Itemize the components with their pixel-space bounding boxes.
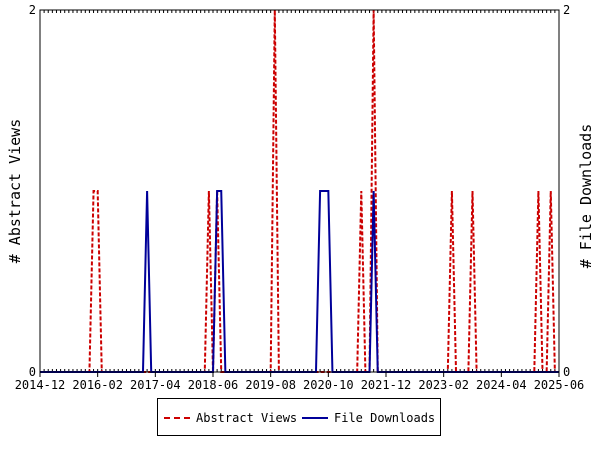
x-tick-label: 2014-12 [15, 378, 66, 392]
legend-item-abstract-views: Abstract Views [164, 410, 297, 426]
y-tick-label-right: 2 [563, 3, 570, 17]
x-tick-label: 2018-06 [188, 378, 239, 392]
x-tick-label: 2016-02 [72, 378, 123, 392]
legend-label-file-downloads: File Downloads [334, 411, 436, 425]
y-tick-label-left: 2 [29, 3, 36, 17]
x-tick-label: 2023-02 [418, 378, 469, 392]
y-axis-label-right: # File Downloads [577, 124, 595, 269]
tick-labels: 2014-12 2016-02 2017-04 2018-06 2019-08 2020-… [15, 3, 585, 392]
x-tick-label: 2017-04 [130, 378, 181, 392]
x-tick-label: 2025-06 [534, 378, 585, 392]
legend-swatch-file-downloads [302, 417, 328, 419]
x-tick-label: 2021-12 [361, 378, 412, 392]
x-axis-ticks [39, 10, 560, 372]
series-line-abstract-views [40, 9, 559, 373]
plot-frame [39, 9, 560, 373]
y-tick-label-left: 0 [29, 365, 36, 379]
x-tick-label: 2019-08 [245, 378, 296, 392]
x-tick-label: 2024-04 [476, 378, 527, 392]
y-axis-label-left: # Abstract Views [6, 119, 24, 264]
legend: Abstract Views File Downloads [157, 398, 441, 436]
legend-swatch-abstract-views [164, 417, 190, 419]
legend-label-abstract-views: Abstract Views [196, 411, 298, 425]
x-tick-label: 2020-10 [303, 378, 354, 392]
series-layer [40, 9, 559, 373]
y-tick-label-right: 0 [563, 365, 570, 379]
legend-item-file-downloads: File Downloads [302, 410, 435, 426]
series-line-file-downloads [40, 190, 559, 373]
